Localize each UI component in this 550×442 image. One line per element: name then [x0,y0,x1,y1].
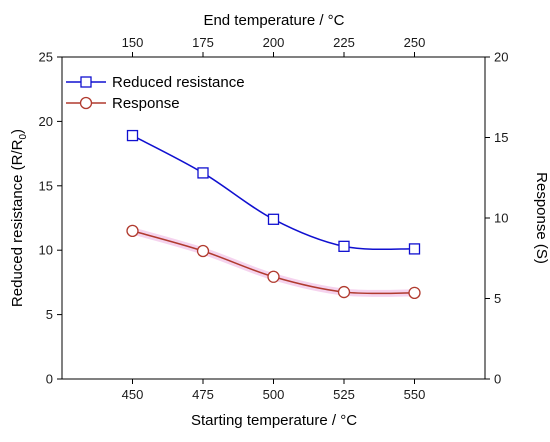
data-point-square [408,243,421,255]
y-left-tick-label: 25 [39,50,53,65]
data-point-circle [408,286,421,300]
x-top-tick-label: 200 [263,35,285,50]
y-left-tick-label: 10 [39,243,53,258]
series-line-square [132,134,415,251]
legend-label: Reduced resistance [112,74,245,91]
y-left-tick-label: 15 [39,178,53,193]
y-axis-left-title-subscript: 0 [18,133,29,139]
legend-marker-square [80,76,92,88]
y-right-tick-label: 20 [494,50,508,65]
x-bottom-tick-label: 475 [192,387,214,402]
y-axis-left-title-main: Reduced resistance (R/R [9,139,26,307]
y-axis-left-title: Reduced resistance (R/R0) [9,129,29,307]
x-axis-bottom-title: Starting temperature / °C [191,412,357,429]
series-layer [126,129,421,300]
x-bottom-tick-label: 450 [122,387,144,402]
data-point-square [126,129,139,142]
data-point-circle [267,270,280,283]
x-bottom-tick-label: 525 [333,387,355,402]
y-right-tick-label: 5 [494,291,501,306]
legend-label: Response [112,95,180,112]
legend-marker-circle [79,96,93,110]
data-point-circle [337,285,351,299]
data-point-circle [126,224,139,238]
x-top-tick-label: 175 [192,35,214,50]
y-right-tick-label: 10 [494,211,508,226]
data-point-square [338,240,350,252]
x-top-tick-label: 150 [122,35,144,50]
y-left-tick-label: 5 [46,307,53,322]
data-point-circle [196,244,210,258]
x-bottom-tick-label: 550 [404,387,426,402]
y-right-tick-label: 15 [494,130,508,145]
x-top-tick-label: 225 [333,35,355,50]
x-axis-top-title: End temperature / °C [203,12,344,29]
y-axis-right-title: Response (S) [533,172,550,264]
y-left-tick-label: 0 [46,372,53,387]
x-bottom-tick-label: 500 [263,387,285,402]
legend: Reduced resistance Response [66,74,245,112]
series-line-glow [129,227,418,297]
y-axis-left-title-suffix: ) [9,129,26,134]
data-point-square [267,213,280,225]
data-point-square [197,167,209,179]
x-top-tick-label: 250 [404,35,426,50]
y-left-tick-label: 20 [39,114,53,129]
y-right-tick-label: 0 [494,372,501,387]
